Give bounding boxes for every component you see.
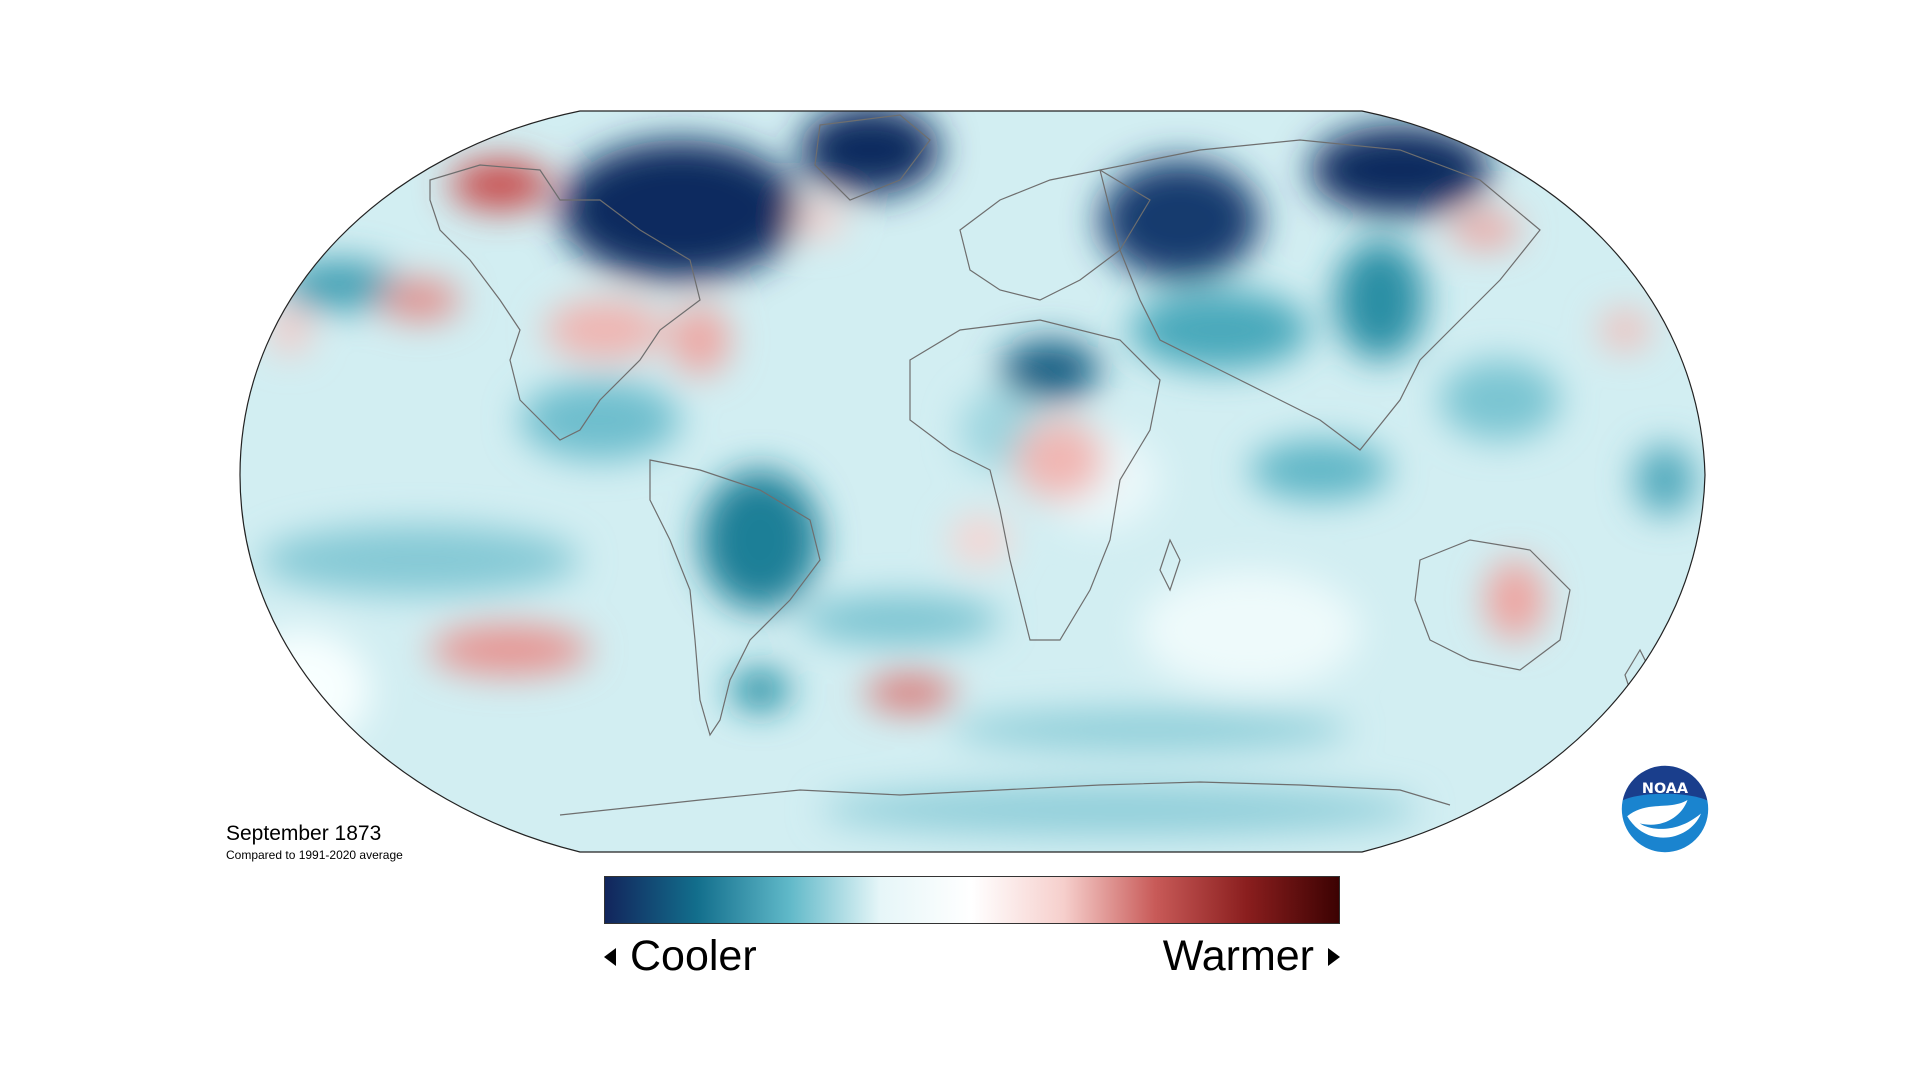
legend-warmer-label: Warmer [1162,932,1314,980]
land-outlines [429,114,1651,816]
triangle-left-icon [604,947,616,966]
noaa-logo-icon: NOAA [1620,764,1710,854]
legend-warmer: Warmer [1163,932,1340,981]
legend-cooler: Cooler [604,932,757,981]
map-border [239,110,1706,853]
legend-cooler-label: Cooler [630,932,757,980]
map-title: September 1873 [226,822,382,845]
color-scale-bar [604,876,1340,924]
anomaly-field [240,111,1705,852]
logo-text: NOAA [1642,781,1689,797]
map-subtitle: Compared to 1991-2020 average [226,848,403,862]
triangle-right-icon [1328,947,1340,966]
